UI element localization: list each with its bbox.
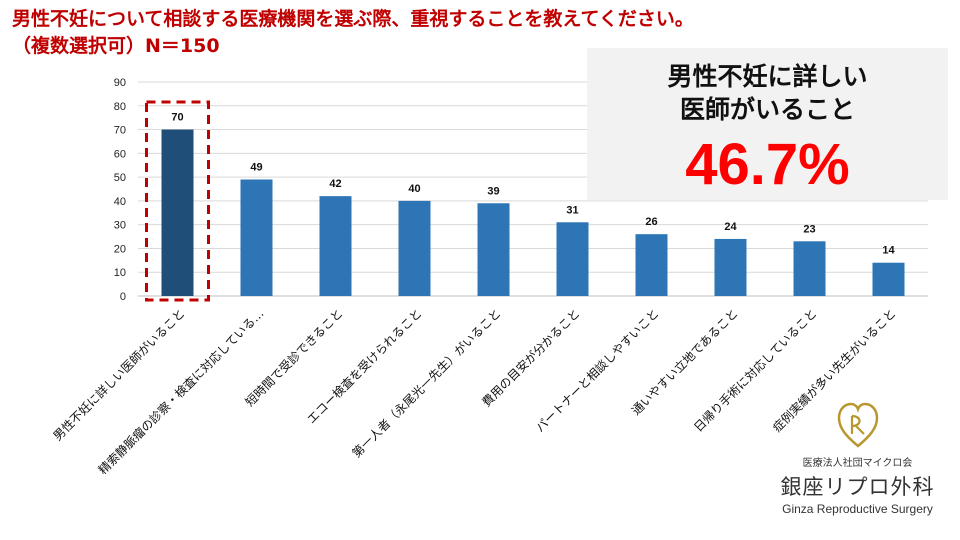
y-tick-label: 90 — [114, 77, 126, 89]
heart-emblem-icon — [837, 402, 878, 448]
bar — [161, 129, 194, 296]
x-tick-label: 男性不妊に詳しい医師がいること — [50, 306, 188, 444]
logo-org: 医療法人社団マイクロ会 — [802, 458, 913, 469]
y-tick-label: 40 — [114, 196, 126, 208]
y-tick-label: 30 — [114, 220, 126, 232]
y-tick-label: 70 — [114, 125, 126, 137]
data-label: 14 — [882, 245, 895, 257]
x-tick-label: 精索静脈瘤の診察・検査に対応している… — [95, 306, 267, 478]
chart-title-line2: （複数選択可）N＝150 — [12, 35, 220, 57]
y-tick-label: 0 — [120, 291, 126, 303]
bar — [793, 241, 826, 296]
y-tick-label: 20 — [114, 243, 126, 255]
chart-title: 男性不妊について相談する医療機関を選ぶ際、重視することを教えてください。 （複数… — [12, 6, 952, 60]
y-tick-label: 50 — [114, 172, 126, 184]
y-tick-label: 80 — [114, 101, 126, 113]
bar — [240, 179, 273, 296]
bar — [477, 203, 510, 296]
data-label: 26 — [645, 216, 657, 228]
data-label: 39 — [487, 185, 499, 197]
y-tick-label: 60 — [114, 148, 126, 160]
bar — [319, 196, 352, 296]
y-tick-label: 10 — [114, 267, 126, 279]
data-label: 31 — [566, 204, 578, 216]
callout-label: 男性不妊に詳しい 医師がいること — [587, 60, 948, 126]
x-tick-label: 第一人者（永尾光一先生）がいること — [349, 306, 504, 461]
callout-label-line1: 男性不妊に詳しい — [667, 62, 868, 91]
callout-label-line2: 医師がいること — [679, 95, 855, 124]
callout-percent: 46.7% — [685, 132, 850, 197]
chart-title-line1: 男性不妊について相談する医療機関を選ぶ際、重視することを教えてください。 — [12, 8, 694, 30]
clinic-logo: 医療法人社団マイクロ会 銀座リプロ外科 Ginza Reproductive S… — [760, 400, 955, 530]
data-label: 23 — [803, 223, 815, 235]
bar — [872, 262, 905, 296]
bar — [714, 238, 747, 296]
bar — [556, 222, 589, 296]
logo-name-en: Ginza Reproductive Surgery — [782, 502, 933, 516]
logo-name-jp: 銀座リプロ外科 — [780, 475, 935, 499]
data-label: 42 — [329, 178, 341, 190]
highlight-box — [145, 100, 210, 302]
data-label: 49 — [250, 161, 262, 173]
data-label: 70 — [171, 112, 183, 124]
bar — [635, 234, 668, 296]
highlight-callout: 男性不妊に詳しい 医師がいること 46.7% — [587, 48, 948, 200]
data-label: 24 — [724, 221, 737, 233]
data-label: 40 — [408, 183, 420, 195]
bar — [398, 200, 431, 296]
x-tick-label: パートナーと相談しやすいこと — [532, 306, 661, 435]
